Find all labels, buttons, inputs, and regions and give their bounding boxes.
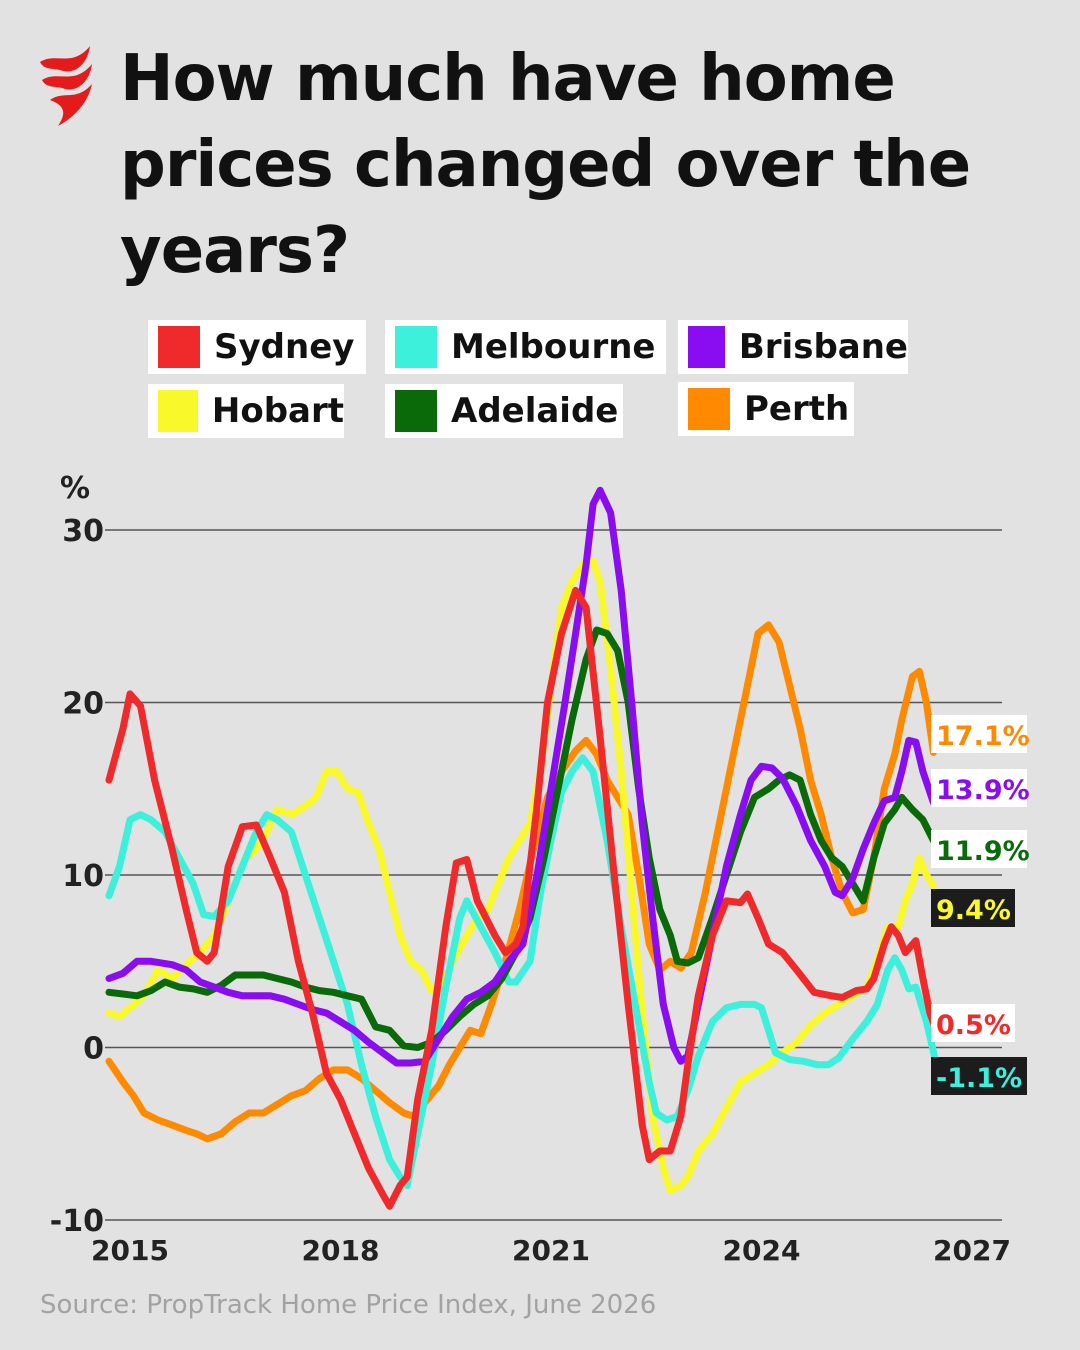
y-axis-label: % [60,471,90,506]
legend-item-perth: Perth [678,382,854,436]
end-label-bg-adelaide [931,830,1027,868]
x-tick-label: 2021 [512,1234,590,1267]
end-label-bg-hobart [931,889,1015,927]
legend-item-hobart: Hobart [148,384,344,438]
legend-item-brisbane: Brisbane [678,320,908,374]
legend-label-melbourne: Melbourne [451,327,656,367]
legend-label-sydney: Sydney [214,327,355,367]
legend-label-perth: Perth [744,389,850,429]
y-tick-label: 20 [62,687,104,722]
y-tick-label: -10 [50,1204,104,1239]
line-chart: -10 0 10 20 30% 2015 2018 2021 2024 2027 0.5% -1.1%… [50,471,1030,1267]
page-title: How much have home prices changed over t… [120,42,971,288]
legend-swatch-adelaide [395,390,437,432]
y-tick-label: 30 [62,514,104,549]
legend-swatch-perth [688,388,730,430]
x-tick-label: 2018 [302,1234,380,1267]
end-label-bg-brisbane [931,769,1027,807]
legend-item-melbourne: Melbourne [385,320,666,374]
x-tick-label: 2024 [723,1234,801,1267]
sbs-wave-logo-icon [40,46,92,126]
y-tick-label: 0 [83,1032,104,1067]
legend-label-brisbane: Brisbane [738,327,908,367]
end-label-perth: 17.1% [936,721,1030,752]
source-note: Source: PropTrack Home Price Index, June… [40,1290,657,1320]
end-label-bg-perth [931,715,1027,753]
legend-item-adelaide: Adelaide [385,384,623,438]
end-label-bg-sydney [931,1004,1015,1042]
x-tick-label: 2027 [933,1234,1011,1267]
series-line-melbourne [105,754,941,1189]
legend-swatch-sydney [158,326,200,368]
y-tick-label: 10 [62,859,104,894]
end-label-adelaide: 11.9% [936,836,1030,867]
legend-label-adelaide: Adelaide [451,391,619,431]
series-line-adelaide [105,626,937,1051]
end-label-melbourne: -1.1% [936,1063,1022,1094]
legend-swatch-melbourne [395,326,437,368]
legend-item-sydney: Sydney [148,320,366,374]
series-line-brisbane [105,486,937,1067]
end-label-bg-melbourne [931,1057,1027,1095]
legend-swatch-brisbane [688,326,725,368]
end-label-sydney: 0.5% [936,1010,1011,1041]
series-line-hobart [105,557,937,1195]
legend-swatch-hobart [158,390,198,432]
series-line-sydney [105,586,941,1210]
end-label-brisbane: 13.9% [936,775,1030,806]
x-tick-label: 2015 [91,1234,169,1267]
end-label-hobart: 9.4% [936,895,1011,926]
legend-label-hobart: Hobart [211,391,344,431]
